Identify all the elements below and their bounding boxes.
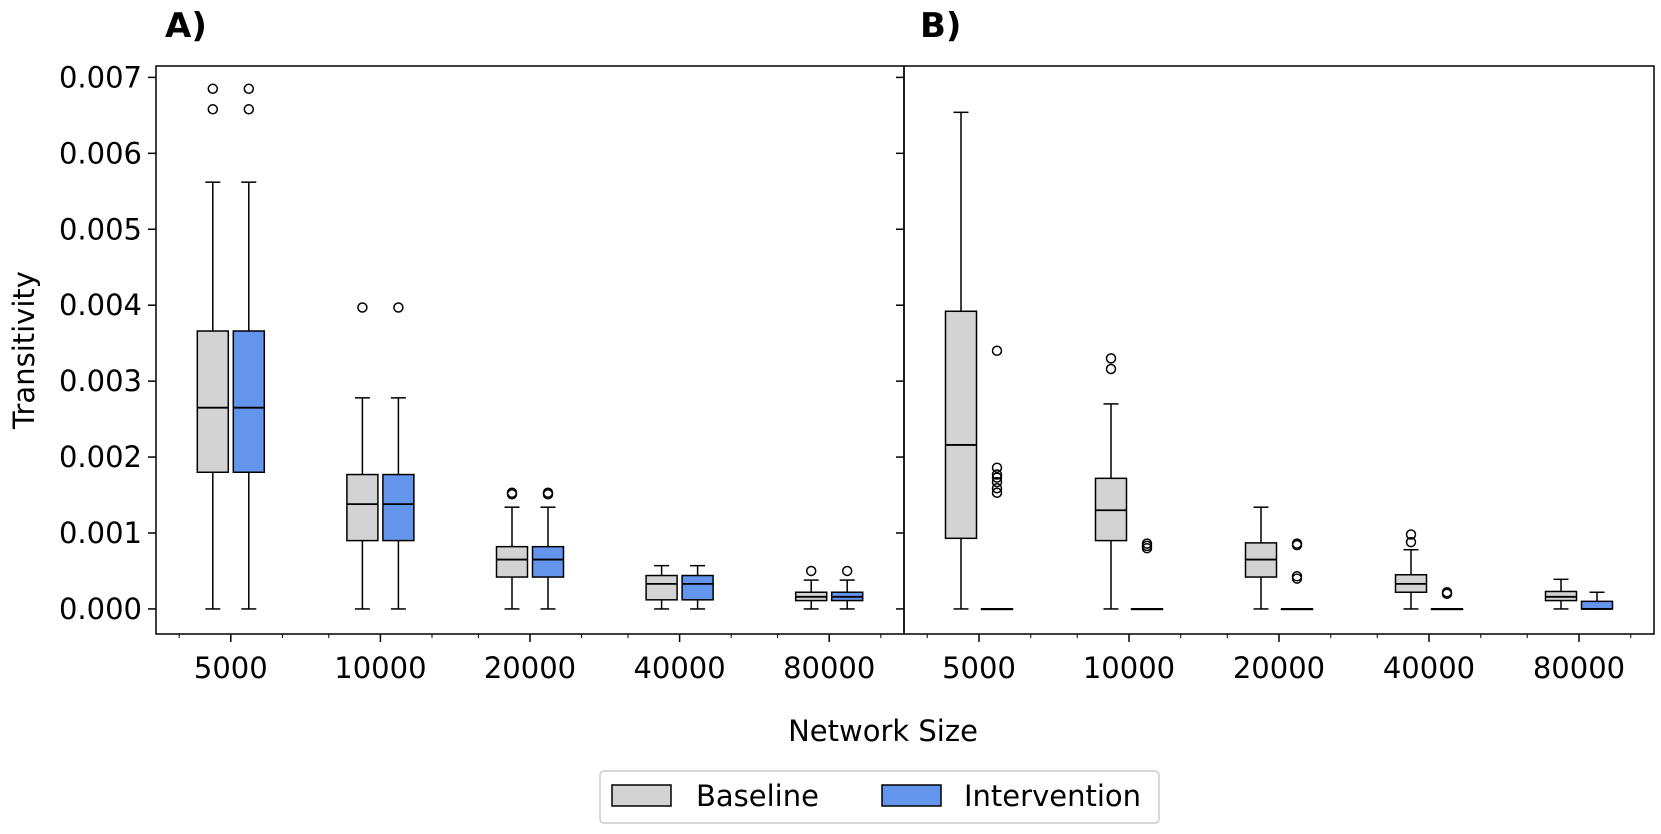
x-tick-label: 10000 <box>334 651 426 685</box>
outlier-point <box>805 565 817 577</box>
outlier-point <box>991 482 1003 494</box>
box-body <box>944 310 978 540</box>
panel-label: B) <box>920 6 961 46</box>
box-intervention-10000 <box>1130 538 1164 611</box>
outlier-point <box>357 302 368 313</box>
box-intervention-10000 <box>382 302 415 610</box>
panel-label: A) <box>165 6 207 46</box>
outlier-point <box>243 104 255 115</box>
box-baseline-20000 <box>495 487 529 610</box>
outlier-point <box>991 476 1003 488</box>
box-body <box>681 574 714 601</box>
outlier-point <box>1405 536 1417 548</box>
outlier-point <box>243 83 255 95</box>
box-baseline-80000 <box>1544 578 1578 610</box>
box-body <box>382 473 415 542</box>
x-tick-label: 80000 <box>1533 651 1625 685</box>
box-baseline-5000 <box>944 111 978 610</box>
box-intervention-80000 <box>1580 591 1614 610</box>
box-intervention-40000 <box>681 564 714 610</box>
y-axis-title: Transitivity <box>7 271 41 430</box>
box-intervention-40000 <box>1430 586 1464 611</box>
box-intervention-20000 <box>1280 538 1314 611</box>
y-tick-label: 0.000 <box>59 592 142 626</box>
box-body <box>1580 600 1614 610</box>
x-tick-label: 40000 <box>633 651 725 685</box>
box-body <box>232 330 266 474</box>
legend-label-intervention: Intervention <box>964 779 1141 813</box>
outlier-point <box>542 487 554 499</box>
box-intervention-20000 <box>531 487 565 610</box>
box-baseline-5000 <box>196 83 230 610</box>
outlier-point <box>506 487 518 499</box>
box-intervention-5000 <box>232 83 266 610</box>
x-axis-title: Network Size <box>788 714 978 748</box>
outlier-point <box>1291 571 1303 582</box>
outlier-point <box>393 302 404 313</box>
outlier-point <box>1141 538 1153 549</box>
box-baseline-80000 <box>794 565 828 610</box>
x-tick-label: 40000 <box>1383 651 1475 685</box>
outlier-point <box>1105 353 1117 364</box>
legend-label-baseline: Baseline <box>696 779 819 813</box>
legend: Baseline Intervention <box>599 770 1160 824</box>
panel-b: B) 5000 10000 20000 40000 80000 <box>896 6 1655 685</box>
outlier-point <box>207 104 219 115</box>
box-baseline-40000 <box>645 564 678 610</box>
x-tick-label: 5000 <box>194 651 268 685</box>
box-intervention-5000 <box>980 345 1014 611</box>
x-tick-label: 20000 <box>1233 651 1325 685</box>
panels-layer: A) 0.000 0.001 0.002 0.003 0.004 0.005 0.006 0.0… <box>59 6 1655 685</box>
plot-frame <box>903 65 1655 635</box>
plot-frame <box>155 65 905 635</box>
x-tick-label: 20000 <box>484 651 576 685</box>
outlier-point <box>1441 586 1453 598</box>
outlier-point <box>991 469 1003 480</box>
outlier-point <box>207 83 219 95</box>
box-baseline-20000 <box>1244 506 1278 610</box>
box-body <box>645 574 678 601</box>
y-tick-label: 0.002 <box>59 440 142 474</box>
legend-swatch-intervention <box>881 784 942 807</box>
outlier-point <box>841 565 853 577</box>
legend-frame <box>599 770 1160 824</box>
panel-a: A) 0.000 0.001 0.002 0.003 0.004 0.005 0.006 0.0… <box>59 6 905 685</box>
box-body <box>346 473 379 542</box>
y-tick-label: 0.007 <box>59 60 142 94</box>
outlier-point <box>991 462 1003 473</box>
x-tick-label: 5000 <box>942 651 1016 685</box>
box-baseline-10000 <box>1094 353 1128 610</box>
box-baseline-40000 <box>1394 529 1428 610</box>
y-tick-label: 0.005 <box>59 212 142 246</box>
outlier-point <box>1405 529 1417 540</box>
outlier-point <box>991 472 1003 483</box>
box-body <box>531 545 565 578</box>
x-tick-label: 10000 <box>1083 651 1175 685</box>
outlier-point <box>1105 363 1117 375</box>
box-intervention-80000 <box>830 565 864 610</box>
outlier-point <box>1291 538 1303 549</box>
legend-swatch-baseline <box>611 784 672 807</box>
y-tick-label: 0.001 <box>59 516 142 550</box>
outlier-point <box>991 487 1003 499</box>
box-body <box>495 545 529 578</box>
box-baseline-10000 <box>346 302 379 610</box>
y-tick-label: 0.003 <box>59 364 142 398</box>
x-tick-label: 80000 <box>783 651 875 685</box>
y-tick-label: 0.006 <box>59 136 142 170</box>
outlier-point <box>991 345 1003 357</box>
box-body <box>196 330 230 474</box>
y-tick-label: 0.004 <box>59 288 142 322</box>
